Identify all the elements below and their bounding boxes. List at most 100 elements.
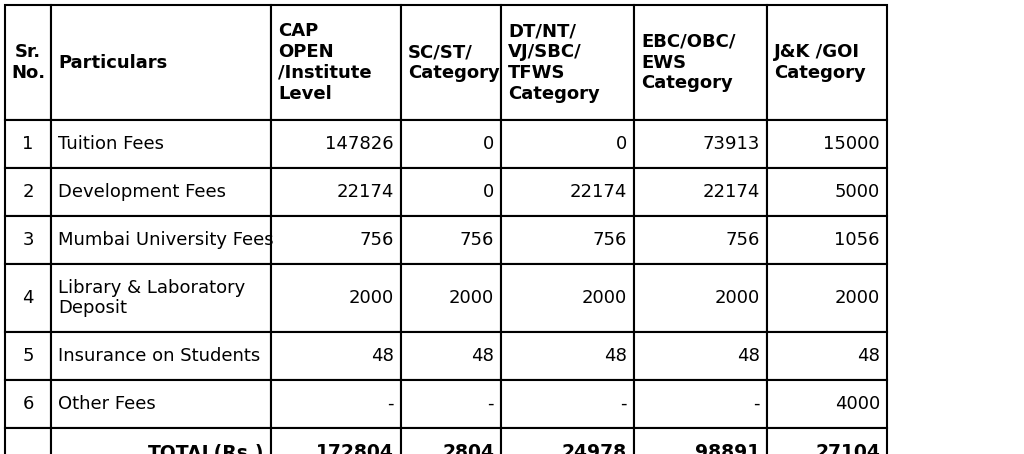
Bar	[401, 120, 501, 168]
Text: DT/NT/
VJ/SBC/
TFWS
Category: DT/NT/ VJ/SBC/ TFWS Category	[508, 22, 600, 103]
Bar	[401, 428, 501, 454]
Text: 27104: 27104	[815, 444, 880, 454]
Text: 2000: 2000	[715, 289, 760, 307]
Bar	[51, 120, 271, 168]
Text: 24978: 24978	[562, 444, 627, 454]
Bar	[767, 332, 887, 380]
Bar	[51, 264, 271, 332]
Bar	[767, 380, 887, 428]
Bar	[51, 428, 271, 454]
Bar	[401, 216, 501, 264]
Bar	[271, 120, 401, 168]
Text: 2: 2	[23, 183, 34, 201]
Text: -: -	[387, 395, 394, 413]
Text: 48: 48	[737, 347, 760, 365]
Bar	[51, 380, 271, 428]
Text: 4000: 4000	[835, 395, 880, 413]
Text: 0: 0	[482, 135, 494, 153]
Text: 0: 0	[615, 135, 627, 153]
Text: Sr.
No.: Sr. No.	[11, 43, 45, 82]
Text: 2000: 2000	[449, 289, 494, 307]
Text: 756: 756	[359, 231, 394, 249]
Text: Development Fees: Development Fees	[58, 183, 226, 201]
Bar	[634, 380, 767, 428]
Bar	[767, 120, 887, 168]
Text: 756: 756	[726, 231, 760, 249]
Text: 15000: 15000	[823, 135, 880, 153]
Text: EBC/OBC/
EWS
Category: EBC/OBC/ EWS Category	[641, 33, 735, 92]
Bar	[634, 332, 767, 380]
Text: 73913: 73913	[702, 135, 760, 153]
Bar	[634, 264, 767, 332]
Text: J&K /GOI
Category: J&K /GOI Category	[774, 43, 865, 82]
Bar	[501, 168, 634, 216]
Text: 6: 6	[23, 395, 34, 413]
Bar	[51, 5, 271, 120]
Bar	[5, 428, 51, 454]
Text: -: -	[621, 395, 627, 413]
Bar	[5, 332, 51, 380]
Bar	[501, 216, 634, 264]
Bar	[767, 168, 887, 216]
Text: Other Fees: Other Fees	[58, 395, 156, 413]
Bar	[634, 168, 767, 216]
Text: 2804: 2804	[442, 444, 494, 454]
Text: Tuition Fees: Tuition Fees	[58, 135, 164, 153]
Bar	[271, 264, 401, 332]
Bar	[5, 264, 51, 332]
Text: 0: 0	[482, 183, 494, 201]
Bar	[271, 428, 401, 454]
Bar	[767, 216, 887, 264]
Bar	[271, 5, 401, 120]
Text: 1056: 1056	[835, 231, 880, 249]
Text: 172804: 172804	[316, 444, 394, 454]
Text: 5000: 5000	[835, 183, 880, 201]
Bar	[501, 380, 634, 428]
Bar	[501, 264, 634, 332]
Text: 98891: 98891	[695, 444, 760, 454]
Bar	[271, 380, 401, 428]
Text: -: -	[754, 395, 760, 413]
Text: 756: 756	[460, 231, 494, 249]
Bar	[767, 428, 887, 454]
Bar	[271, 168, 401, 216]
Text: CAP
OPEN
/Institute
Level: CAP OPEN /Institute Level	[278, 22, 372, 103]
Bar	[501, 332, 634, 380]
Bar	[5, 120, 51, 168]
Text: 22174: 22174	[569, 183, 627, 201]
Bar	[5, 380, 51, 428]
Text: 5: 5	[23, 347, 34, 365]
Text: 2000: 2000	[582, 289, 627, 307]
Text: Insurance on Students: Insurance on Students	[58, 347, 260, 365]
Text: 756: 756	[593, 231, 627, 249]
Text: Mumbai University Fees: Mumbai University Fees	[58, 231, 273, 249]
Bar	[271, 216, 401, 264]
Bar	[401, 380, 501, 428]
Bar	[634, 5, 767, 120]
Text: 48: 48	[857, 347, 880, 365]
Bar	[271, 332, 401, 380]
Bar	[51, 168, 271, 216]
Text: 48: 48	[371, 347, 394, 365]
Text: 48: 48	[604, 347, 627, 365]
Bar	[51, 216, 271, 264]
Bar	[767, 5, 887, 120]
Text: 1: 1	[23, 135, 34, 153]
Bar	[401, 168, 501, 216]
Text: 147826: 147826	[326, 135, 394, 153]
Text: 2000: 2000	[835, 289, 880, 307]
Text: 3: 3	[23, 231, 34, 249]
Bar	[501, 5, 634, 120]
Text: 2000: 2000	[349, 289, 394, 307]
Bar	[501, 428, 634, 454]
Bar	[767, 264, 887, 332]
Text: Library & Laboratory
Deposit: Library & Laboratory Deposit	[58, 279, 246, 317]
Bar	[634, 120, 767, 168]
Text: SC/ST/
Category: SC/ST/ Category	[408, 43, 500, 82]
Text: 4: 4	[23, 289, 34, 307]
Text: 22174: 22174	[702, 183, 760, 201]
Bar	[51, 332, 271, 380]
Bar	[401, 332, 501, 380]
Text: 22174: 22174	[337, 183, 394, 201]
Text: TOTAL(Rs.): TOTAL(Rs.)	[147, 444, 264, 454]
